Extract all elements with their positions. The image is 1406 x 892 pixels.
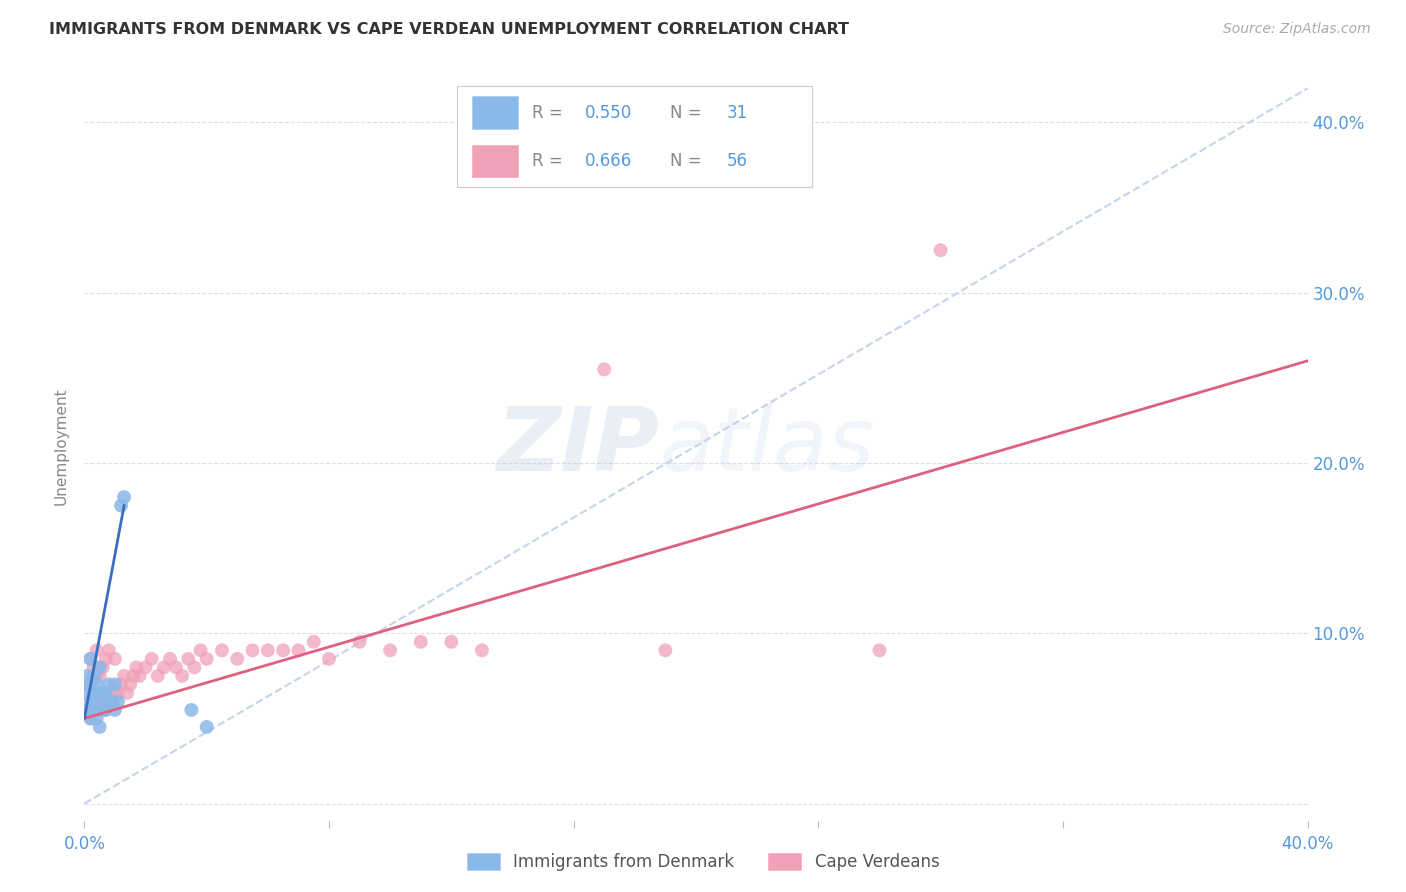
Point	[86, 703, 108, 717]
Point	[89, 669, 111, 683]
Text: atlas: atlas	[659, 403, 875, 489]
Point	[257, 643, 280, 657]
Point	[89, 703, 111, 717]
Point	[172, 669, 194, 683]
Point	[76, 677, 98, 691]
Point	[318, 652, 340, 666]
Point	[440, 635, 463, 649]
Point	[146, 669, 169, 683]
Point	[593, 362, 616, 376]
Point	[97, 677, 120, 691]
Point	[91, 694, 114, 708]
Point	[101, 694, 124, 708]
Point	[112, 669, 135, 683]
Point	[86, 643, 108, 657]
Point	[226, 652, 249, 666]
Point	[86, 669, 108, 683]
Point	[654, 643, 676, 657]
Point	[190, 643, 212, 657]
Point	[180, 703, 202, 717]
Point	[195, 652, 218, 666]
Point	[89, 703, 111, 717]
Point	[91, 686, 114, 700]
Point	[79, 711, 101, 725]
Text: IMMIGRANTS FROM DENMARK VS CAPE VERDEAN UNEMPLOYMENT CORRELATION CHART: IMMIGRANTS FROM DENMARK VS CAPE VERDEAN …	[49, 22, 849, 37]
Point	[302, 635, 325, 649]
Point	[409, 635, 432, 649]
Point	[94, 703, 117, 717]
Point	[86, 694, 108, 708]
Point	[135, 660, 157, 674]
Point	[83, 686, 105, 700]
Point	[94, 652, 117, 666]
Point	[271, 643, 294, 657]
Text: Source: ZipAtlas.com: Source: ZipAtlas.com	[1223, 22, 1371, 37]
Point	[83, 669, 105, 683]
Legend: Immigrants from Denmark, Cape Verdeans: Immigrants from Denmark, Cape Verdeans	[458, 845, 948, 880]
Point	[86, 711, 108, 725]
Point	[94, 686, 117, 700]
Point	[83, 703, 105, 717]
Point	[79, 652, 101, 666]
Point	[115, 686, 138, 700]
Point	[91, 660, 114, 674]
Point	[869, 643, 891, 657]
Point	[110, 677, 132, 691]
Point	[97, 694, 120, 708]
Point	[104, 703, 127, 717]
Point	[159, 652, 181, 666]
Point	[101, 694, 124, 708]
Point	[86, 677, 108, 691]
Point	[380, 643, 402, 657]
Point	[79, 711, 101, 725]
Point	[125, 660, 148, 674]
Text: ZIP: ZIP	[496, 402, 659, 490]
Point	[104, 652, 127, 666]
Point	[83, 660, 105, 674]
Point	[104, 686, 127, 700]
Point	[110, 499, 132, 513]
Point	[211, 643, 233, 657]
Point	[79, 677, 101, 691]
Point	[104, 677, 127, 691]
Point	[97, 694, 120, 708]
Point	[242, 643, 264, 657]
Point	[91, 703, 114, 717]
Point	[76, 669, 98, 683]
Point	[89, 686, 111, 700]
Point	[107, 694, 129, 708]
Point	[76, 686, 98, 700]
Point	[349, 635, 371, 649]
Point	[97, 643, 120, 657]
Y-axis label: Unemployment: Unemployment	[53, 387, 69, 505]
Point	[165, 660, 187, 674]
Point	[89, 660, 111, 674]
Point	[183, 660, 205, 674]
Point	[83, 694, 105, 708]
Point	[128, 669, 150, 683]
Point	[195, 720, 218, 734]
Point	[94, 703, 117, 717]
Point	[76, 703, 98, 717]
Point	[76, 703, 98, 717]
Point	[89, 720, 111, 734]
Point	[120, 677, 142, 691]
Point	[79, 694, 101, 708]
Point	[141, 652, 163, 666]
Point	[122, 669, 145, 683]
Point	[112, 490, 135, 504]
Point	[79, 652, 101, 666]
Point	[153, 660, 176, 674]
Point	[177, 652, 200, 666]
Point	[287, 643, 309, 657]
Point	[107, 686, 129, 700]
Point	[929, 243, 952, 257]
Point	[471, 643, 494, 657]
